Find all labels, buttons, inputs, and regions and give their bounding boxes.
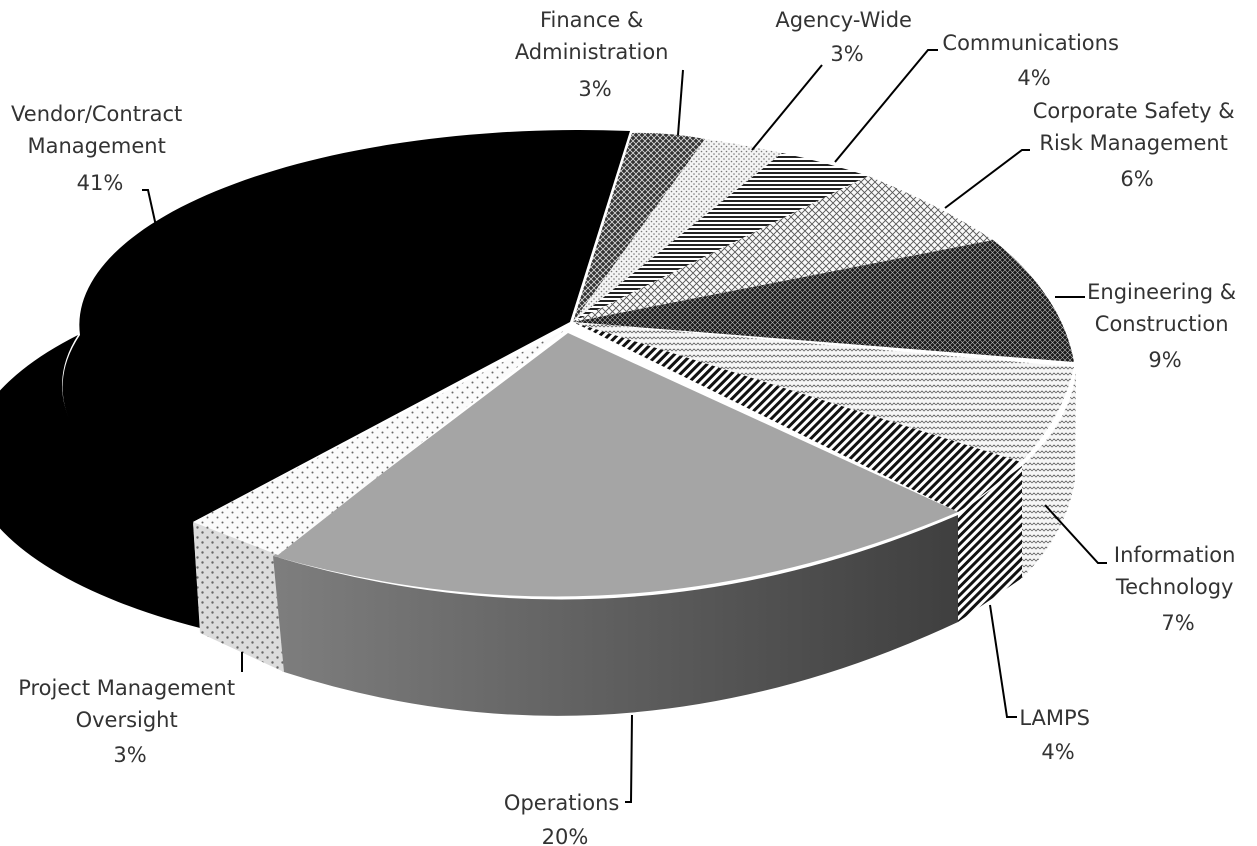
slice-side-operations: [273, 515, 958, 716]
label-safety: Corporate Safety & Risk Management 6%: [1033, 99, 1242, 191]
leader-agency: [751, 64, 823, 151]
slice-top-finance: [573, 132, 705, 322]
label-engineering: Engineering & Construction 9%: [1087, 280, 1243, 372]
leader-operations: [625, 714, 633, 803]
leader-vendor: [142, 189, 159, 236]
label-agency: Agency-Wide 3%: [775, 8, 918, 66]
leader-it: [1044, 504, 1107, 564]
slice-top-operations: [273, 333, 958, 597]
leader-finance: [677, 69, 684, 136]
slice-side-lamps: [958, 466, 1022, 622]
slice-top-engineering: [573, 240, 1074, 362]
label-it: Information Technology 7%: [1114, 543, 1242, 635]
slice-top-agency: [573, 139, 782, 322]
slice-top-safety: [573, 176, 993, 322]
label-vendor: Vendor/Contract Management 41%: [11, 102, 189, 195]
label-lamps: LAMPS 4%: [1019, 706, 1096, 764]
slice-top-vendor: [62, 129, 631, 522]
label-pmo: Project Management Oversight 3%: [18, 676, 242, 767]
slice-top-it: [573, 322, 1074, 462]
leader-lamps: [989, 604, 1017, 718]
leader-safety: [944, 149, 1030, 209]
label-finance: Finance & Administration 3%: [515, 8, 675, 101]
leader-communications: [834, 49, 938, 163]
label-operations: Operations 20%: [504, 791, 626, 846]
slice-side-it: [1022, 370, 1076, 578]
slice-side-vendor: [0, 335, 200, 628]
label-communications: Communications 4%: [942, 31, 1125, 90]
slice-top-communications: [573, 153, 868, 322]
slice-side-pmo: [193, 522, 284, 672]
slice-top-lamps: [573, 322, 1021, 512]
slice-top-pmo: [193, 330, 565, 555]
